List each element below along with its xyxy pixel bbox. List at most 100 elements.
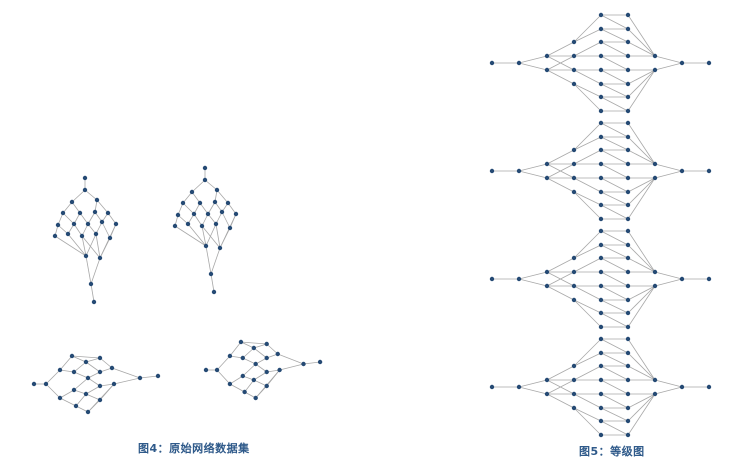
- graph-edge: [57, 224, 69, 235]
- graph-edge: [627, 244, 656, 273]
- graph-edge: [85, 233, 97, 257]
- graph-edge: [229, 341, 242, 357]
- graph-node: [227, 225, 233, 231]
- graph-edge: [205, 245, 212, 275]
- graph-edge: [84, 189, 98, 201]
- graph-edge: [73, 361, 87, 373]
- graph-edge: [71, 355, 87, 363]
- graph-node: [155, 373, 161, 379]
- graph-node: [625, 336, 631, 342]
- graph-edge: [573, 338, 602, 367]
- graph-node: [57, 367, 63, 373]
- graph-edge: [253, 371, 267, 381]
- graph-edge: [627, 257, 656, 273]
- graph-node: [544, 377, 550, 383]
- graph-node: [544, 161, 550, 167]
- graph-node: [598, 336, 604, 342]
- graph-edge: [518, 170, 548, 179]
- graph-node: [97, 369, 103, 375]
- graph-node: [91, 299, 97, 305]
- graph-node: [79, 233, 85, 239]
- graph-edge: [277, 353, 304, 365]
- graph-edge: [600, 271, 629, 287]
- graph-edge: [253, 343, 267, 349]
- graph-node: [185, 221, 191, 227]
- graph-node: [85, 409, 91, 415]
- graph-node: [625, 350, 631, 356]
- graph-edge: [87, 377, 101, 387]
- graph-node: [625, 283, 631, 289]
- graph-node: [225, 200, 231, 206]
- graph-node: [598, 94, 604, 100]
- graph-node: [625, 228, 631, 234]
- graph-edge: [81, 235, 101, 259]
- graph-edge: [546, 69, 575, 85]
- graph-node: [625, 161, 631, 167]
- graph-edge: [600, 41, 629, 57]
- graph-node: [625, 216, 631, 222]
- graph-node: [625, 26, 631, 32]
- graph-node: [571, 297, 577, 303]
- graph-node: [625, 432, 631, 438]
- graph-edge: [600, 96, 629, 112]
- figure5-hierarchy-graph: [489, 12, 712, 438]
- graph-edge: [99, 383, 115, 387]
- figure5-caption: 图5：等级图: [579, 445, 645, 458]
- graph-edge: [240, 341, 267, 345]
- original-network-horizontal: [203, 339, 323, 401]
- graph-node: [83, 359, 89, 365]
- graph-node: [172, 223, 178, 229]
- graph-node: [571, 175, 577, 181]
- graph-node: [625, 67, 631, 73]
- graph-node: [83, 391, 89, 397]
- graph-node: [652, 283, 658, 289]
- graph-node: [571, 67, 577, 73]
- graph-edge: [573, 136, 602, 151]
- graph-node: [301, 361, 306, 367]
- graph-edge: [59, 355, 73, 371]
- graph-node: [598, 202, 604, 208]
- graph-node: [544, 175, 550, 181]
- graph-edge: [573, 352, 602, 367]
- graph-node: [598, 12, 604, 18]
- graph-node: [625, 377, 631, 383]
- graph-node: [571, 147, 577, 153]
- graph-node: [85, 375, 91, 381]
- graph-edge: [79, 212, 89, 225]
- graph-node: [99, 219, 105, 225]
- graph-node: [71, 221, 77, 227]
- graph-node: [516, 384, 522, 390]
- graph-node: [107, 235, 113, 241]
- graph-node: [625, 39, 631, 45]
- graph-node: [544, 391, 550, 397]
- graph-edge: [600, 299, 629, 314]
- graph-node: [191, 211, 197, 217]
- original-network-horizontal: [31, 353, 161, 415]
- graph-node: [652, 377, 658, 383]
- graph-edge: [67, 233, 87, 257]
- graph-edge: [59, 389, 75, 399]
- graph-edge: [573, 41, 602, 57]
- graph-edge: [85, 255, 92, 285]
- graph-node: [625, 94, 631, 100]
- graph-node: [189, 189, 195, 195]
- graph-node: [65, 231, 71, 237]
- graph-node: [202, 177, 208, 183]
- graph-node: [208, 271, 214, 277]
- hierarchy-block-1: [489, 12, 712, 114]
- graph-edge: [71, 201, 81, 214]
- graph-edge: [45, 383, 61, 399]
- graph-edge: [182, 191, 193, 204]
- graph-edge: [654, 62, 683, 71]
- graph-node: [571, 377, 577, 383]
- graph-edge: [627, 285, 656, 314]
- graph-node: [233, 211, 239, 217]
- graph-edge: [627, 393, 656, 436]
- graph-edge: [573, 407, 602, 436]
- graph-edge: [600, 136, 629, 151]
- graph-node: [598, 39, 604, 45]
- graph-edge: [600, 379, 629, 395]
- graph-edge: [518, 55, 548, 64]
- graph-edge: [573, 122, 602, 151]
- graph-node: [598, 363, 604, 369]
